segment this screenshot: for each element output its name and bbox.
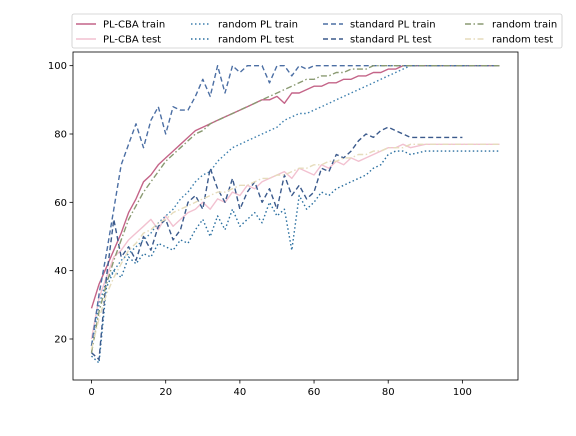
x-axis-ticks: 0 20 40 60 80 100 — [88, 380, 472, 398]
series-line-0 — [90, 64, 500, 309]
y-tick-label: 20 — [54, 335, 67, 346]
legend-label-0: PL-CBA train — [103, 20, 165, 31]
plot-area — [90, 64, 500, 364]
legend-label-7: random test — [492, 35, 553, 46]
series-line-2 — [90, 64, 500, 346]
legend-label-3: random PL test — [218, 35, 294, 46]
legend: PL-CBA train PL-CBA test random PL train ra… — [71, 13, 563, 49]
series-line-4 — [90, 64, 500, 346]
legend-label-2: random PL train — [218, 20, 298, 31]
y-tick-label: 100 — [48, 61, 67, 72]
x-tick-label: 40 — [234, 387, 247, 398]
legend-label-5: standard PL test — [350, 35, 432, 46]
legend-label-4: standard PL train — [350, 20, 436, 31]
axes-frame — [72, 51, 519, 381]
x-tick-label: 80 — [382, 387, 395, 398]
x-tick-label: 100 — [453, 387, 472, 398]
legend-label-1: PL-CBA test — [103, 35, 161, 46]
y-axis-ticks: 20 40 60 80 100 — [48, 61, 73, 346]
y-tick-label: 40 — [54, 266, 67, 277]
legend-frame — [71, 13, 563, 49]
legend-label-6: random train — [492, 20, 557, 31]
x-tick-label: 60 — [308, 387, 321, 398]
series-line-5 — [91, 126, 463, 361]
series-line-1 — [90, 143, 500, 340]
y-tick-label: 80 — [54, 130, 67, 141]
y-tick-label: 60 — [54, 198, 67, 209]
x-tick-label: 0 — [88, 387, 94, 398]
x-tick-label: 20 — [159, 387, 172, 398]
